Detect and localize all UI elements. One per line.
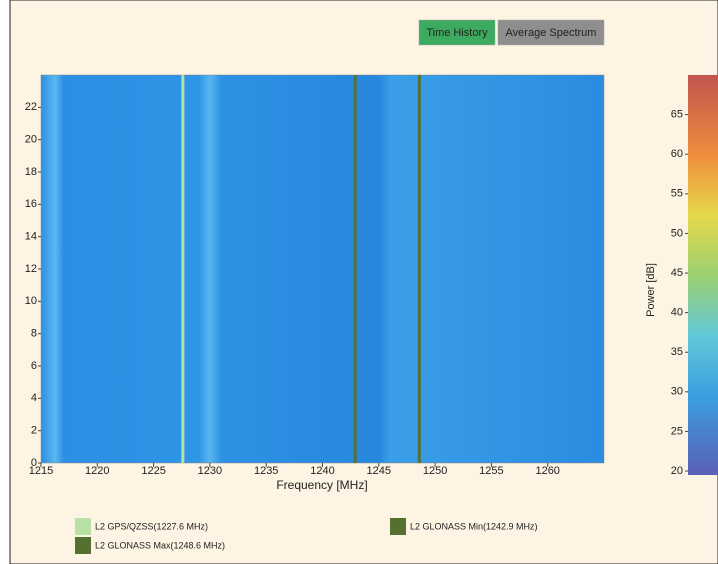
y-tick-label: 6 — [31, 360, 37, 372]
colorbar-label: Power [dB] — [645, 263, 657, 317]
colorbar-tick-label: 40 — [671, 307, 683, 319]
x-tick-label: 1215 — [29, 465, 53, 477]
y-tick-label: 20 — [25, 134, 37, 146]
colorbar-tick-label: 65 — [671, 109, 683, 121]
colorbar-tick-label: 35 — [671, 346, 683, 358]
x-tick-label: 1230 — [198, 465, 222, 477]
legend-swatch — [75, 537, 91, 554]
y-tick-label: 0 — [31, 457, 37, 469]
colorbar-tick-label: 60 — [671, 148, 683, 160]
y-tick-label: 16 — [25, 198, 37, 210]
x-tick-label: 1250 — [423, 465, 447, 477]
x-axis-label: Frequency [MHz] — [276, 478, 367, 492]
colorbar-tick-label: 55 — [671, 188, 683, 200]
legend-swatch — [75, 518, 91, 535]
x-tick-label: 1240 — [310, 465, 334, 477]
colorbar — [688, 75, 718, 475]
x-tick-label: 1220 — [85, 465, 109, 477]
y-tick-label: 10 — [25, 295, 37, 307]
x-tick-label: 1235 — [254, 465, 278, 477]
tab-button[interactable] — [497, 19, 605, 46]
y-tick-label: 2 — [31, 425, 37, 437]
legend-label: L2 GPS/QZSS(1227.6 MHz) — [95, 521, 208, 531]
y-tick-label: 4 — [31, 392, 37, 404]
y-tick-label: 18 — [25, 166, 37, 178]
y-tick-label: 8 — [31, 328, 37, 340]
tab-button[interactable] — [418, 19, 496, 46]
colorbar-tick-label: 45 — [671, 267, 683, 279]
x-tick-label: 1245 — [367, 465, 391, 477]
spectrogram-image — [41, 75, 604, 463]
legend-swatch — [390, 518, 406, 535]
tab-button-label[interactable]: Average Spectrum — [506, 27, 597, 39]
legend-label: L2 GLONASS Max(1248.6 MHz) — [95, 540, 225, 550]
y-tick-label: 14 — [25, 231, 37, 243]
x-tick-label: 1255 — [479, 465, 503, 477]
legend-label: L2 GLONASS Min(1242.9 MHz) — [410, 521, 538, 531]
x-tick-label: 1225 — [141, 465, 165, 477]
tab-button-label[interactable]: Time History — [426, 27, 488, 39]
colorbar-tick-label: 25 — [671, 425, 683, 437]
y-tick-label: 22 — [25, 101, 37, 113]
x-tick-label: 1260 — [535, 465, 559, 477]
y-tick-label: 12 — [25, 263, 37, 275]
colorbar-tick-label: 20 — [671, 465, 683, 477]
colorbar-tick-label: 30 — [671, 386, 683, 398]
colorbar-tick-label: 50 — [671, 227, 683, 239]
